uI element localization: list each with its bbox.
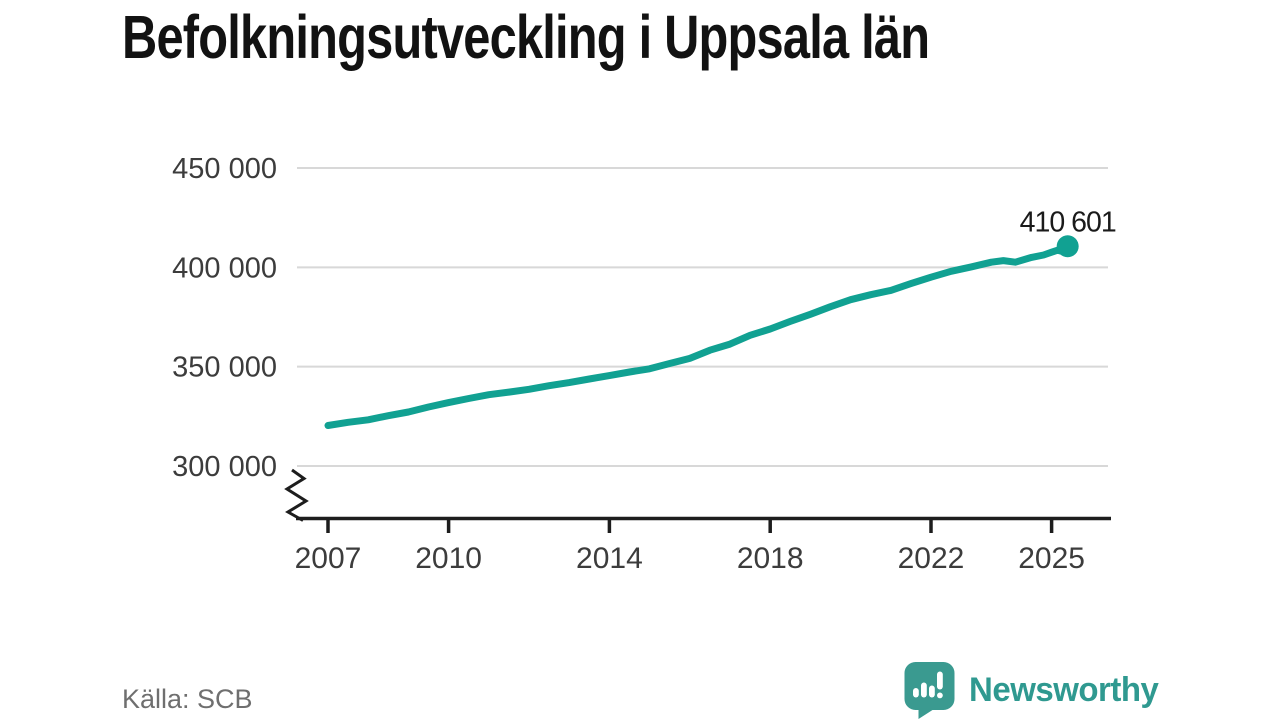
axis-break-zigzag [284,468,309,522]
x-tick-label: 2018 [737,542,804,575]
population-line [324,242,1072,429]
x-tick-label: 2025 [1018,542,1085,575]
x-tick-label: 2014 [576,542,643,575]
x-tick-label: 2022 [898,542,965,575]
chart-title: Befolkningsutveckling i Uppsala län [122,3,930,71]
newsworthy-brand: Newsworthy [903,661,1164,719]
population-line-chart: 450 000 400 000 350 000 300 000 410 601 2007 2… [172,153,1117,575]
y-tick-label: 450 000 [172,153,277,185]
y-tick-label: 300 000 [172,451,277,483]
x-tick-label: 2007 [295,542,362,575]
latest-value-label: 410 601 [1020,206,1116,238]
newsworthy-wordmark: Newsworthy [969,670,1159,709]
y-tick-label: 350 000 [172,352,277,384]
y-tick-label: 400 000 [172,252,277,284]
latest-point-marker [1056,235,1079,258]
x-tick-label: 2010 [415,542,482,575]
source-note: Källa: SCB [122,684,253,714]
newsworthy-logo-icon [904,662,955,719]
